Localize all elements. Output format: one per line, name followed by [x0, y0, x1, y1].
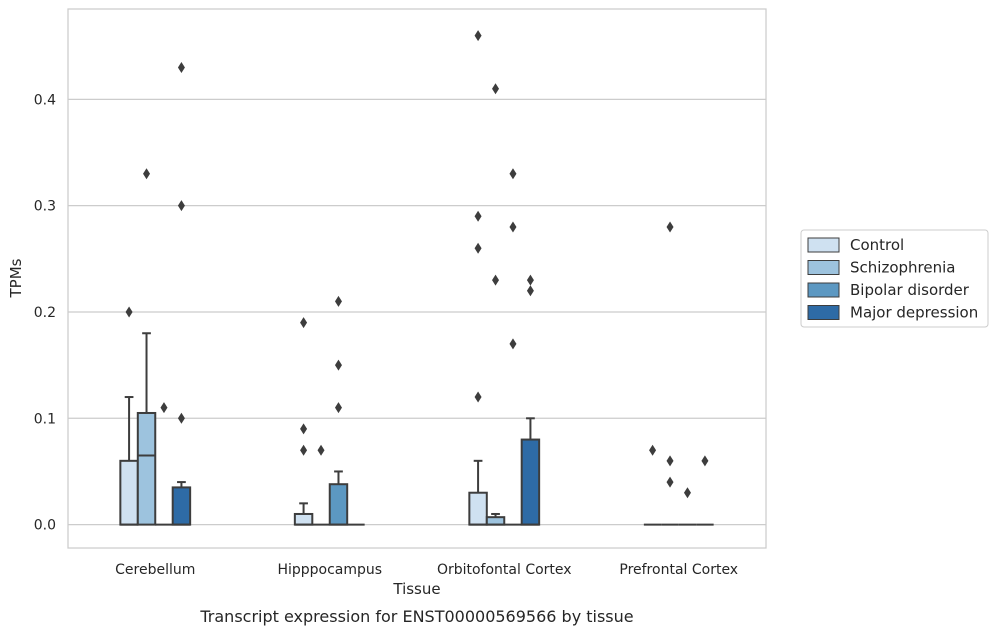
x-tick-label-prefrontal-cortex: Prefrontal Cortex	[619, 562, 738, 578]
legend-item-major-depression: Major depression	[807, 304, 978, 322]
x-tick-label-orbitofontal-cortex: Orbitofontal Cortex	[437, 562, 572, 578]
y-tick-label: 0.3	[34, 199, 56, 215]
outlier-point	[666, 221, 674, 233]
outlier-point	[666, 476, 674, 488]
outlier-point	[125, 306, 133, 318]
box-control-cerebellum	[119, 306, 139, 526]
box-body	[468, 491, 488, 526]
outlier-point	[300, 444, 308, 456]
y-tick-label: 0.1	[34, 411, 56, 427]
box-control-orbitofontal-cortex	[468, 30, 488, 526]
box-bipolar-disorder-orbitofontal-cortex	[504, 168, 522, 526]
box-body	[136, 411, 157, 526]
box-body	[119, 459, 139, 526]
x-axis-label: Tissue	[392, 580, 440, 598]
box-bipolar-disorder-cerebellum	[155, 402, 173, 526]
legend-swatch	[807, 282, 840, 298]
outlier-point	[317, 444, 325, 456]
y-tick-label: 0.4	[34, 92, 56, 108]
legend-item-control: Control	[807, 236, 904, 254]
y-tick-labels: 0.0 0.1 0.2 0.3 0.4	[34, 92, 56, 533]
outlier-point	[701, 455, 709, 467]
outlier-point	[492, 83, 500, 95]
box-body	[520, 438, 541, 526]
legend-frame	[800, 229, 989, 328]
plot-frame	[67, 8, 767, 549]
legend-swatch	[807, 260, 840, 275]
outlier-point	[649, 444, 657, 456]
boxes	[119, 30, 714, 526]
outlier-point	[143, 168, 151, 180]
legend: Control Schizophrenia Bipolar disorder Majo…	[800, 229, 989, 328]
outlier-point	[177, 61, 185, 73]
legend-item-bipolar-disorder: Bipolar disorder	[807, 281, 970, 299]
outlier-point	[334, 295, 342, 307]
legend-label: Bipolar disorder	[850, 281, 970, 299]
legend-label: Major depression	[850, 304, 978, 322]
box-major-depression-prefrontal-cortex	[696, 455, 714, 526]
box-schizophrenia-prefrontal-cortex	[661, 221, 679, 526]
outlier-point	[177, 412, 185, 424]
outlier-point	[526, 285, 534, 297]
outlier-point	[474, 210, 482, 222]
legend-item-schizophrenia: Schizophrenia	[807, 259, 955, 277]
outlier-point	[474, 391, 482, 403]
legend-label: Schizophrenia	[850, 259, 955, 277]
outlier-point	[474, 30, 482, 42]
box-schizophrenia-orbitofontal-cortex	[485, 83, 506, 526]
box-major-depression-cerebellum	[171, 61, 192, 526]
legend-label: Control	[850, 236, 904, 254]
y-tick-label: 0.2	[34, 305, 56, 321]
outlier-point	[474, 242, 482, 254]
outlier-point	[300, 423, 308, 435]
y-axis-label: TPMs	[7, 258, 25, 298]
box-bipolar-disorder-prefrontal-cortex	[678, 487, 697, 526]
outlier-point	[334, 359, 342, 371]
box-schizophrenia-hipppocampus	[312, 444, 330, 526]
box-body	[328, 483, 349, 526]
box-body	[485, 516, 506, 526]
x-tick-label-cerebellum: Cerebellum	[115, 562, 195, 578]
x-tick-labels: Cerebellum Hipppocampus Orbitofontal Corte…	[115, 562, 738, 578]
outlier-point	[526, 274, 534, 286]
box-major-depression-orbitofontal-cortex	[520, 274, 541, 526]
outlier-point	[666, 455, 674, 467]
outlier-point	[300, 317, 308, 329]
box-body	[293, 512, 314, 526]
legend-swatch	[807, 305, 840, 320]
outlier-point	[160, 402, 168, 414]
outlier-point	[492, 274, 500, 286]
chart-caption: Transcript expression for ENST0000056956…	[199, 607, 633, 626]
box-control-hipppocampus	[293, 317, 314, 526]
box-schizophrenia-cerebellum	[136, 168, 157, 526]
box-control-prefrontal-cortex	[643, 444, 662, 526]
box-bipolar-disorder-hipppocampus	[328, 295, 349, 526]
outlier-point	[509, 338, 517, 350]
outlier-point	[683, 487, 691, 499]
outlier-point	[509, 168, 517, 180]
outlier-point	[177, 200, 185, 212]
outlier-point	[509, 221, 517, 233]
legend-swatch	[807, 237, 840, 253]
x-tick-label-hipppocampus: Hipppocampus	[277, 562, 382, 578]
y-tick-label: 0.0	[34, 518, 56, 534]
outlier-point	[334, 402, 342, 414]
grid-lines	[68, 98, 766, 526]
box-body	[171, 486, 192, 526]
